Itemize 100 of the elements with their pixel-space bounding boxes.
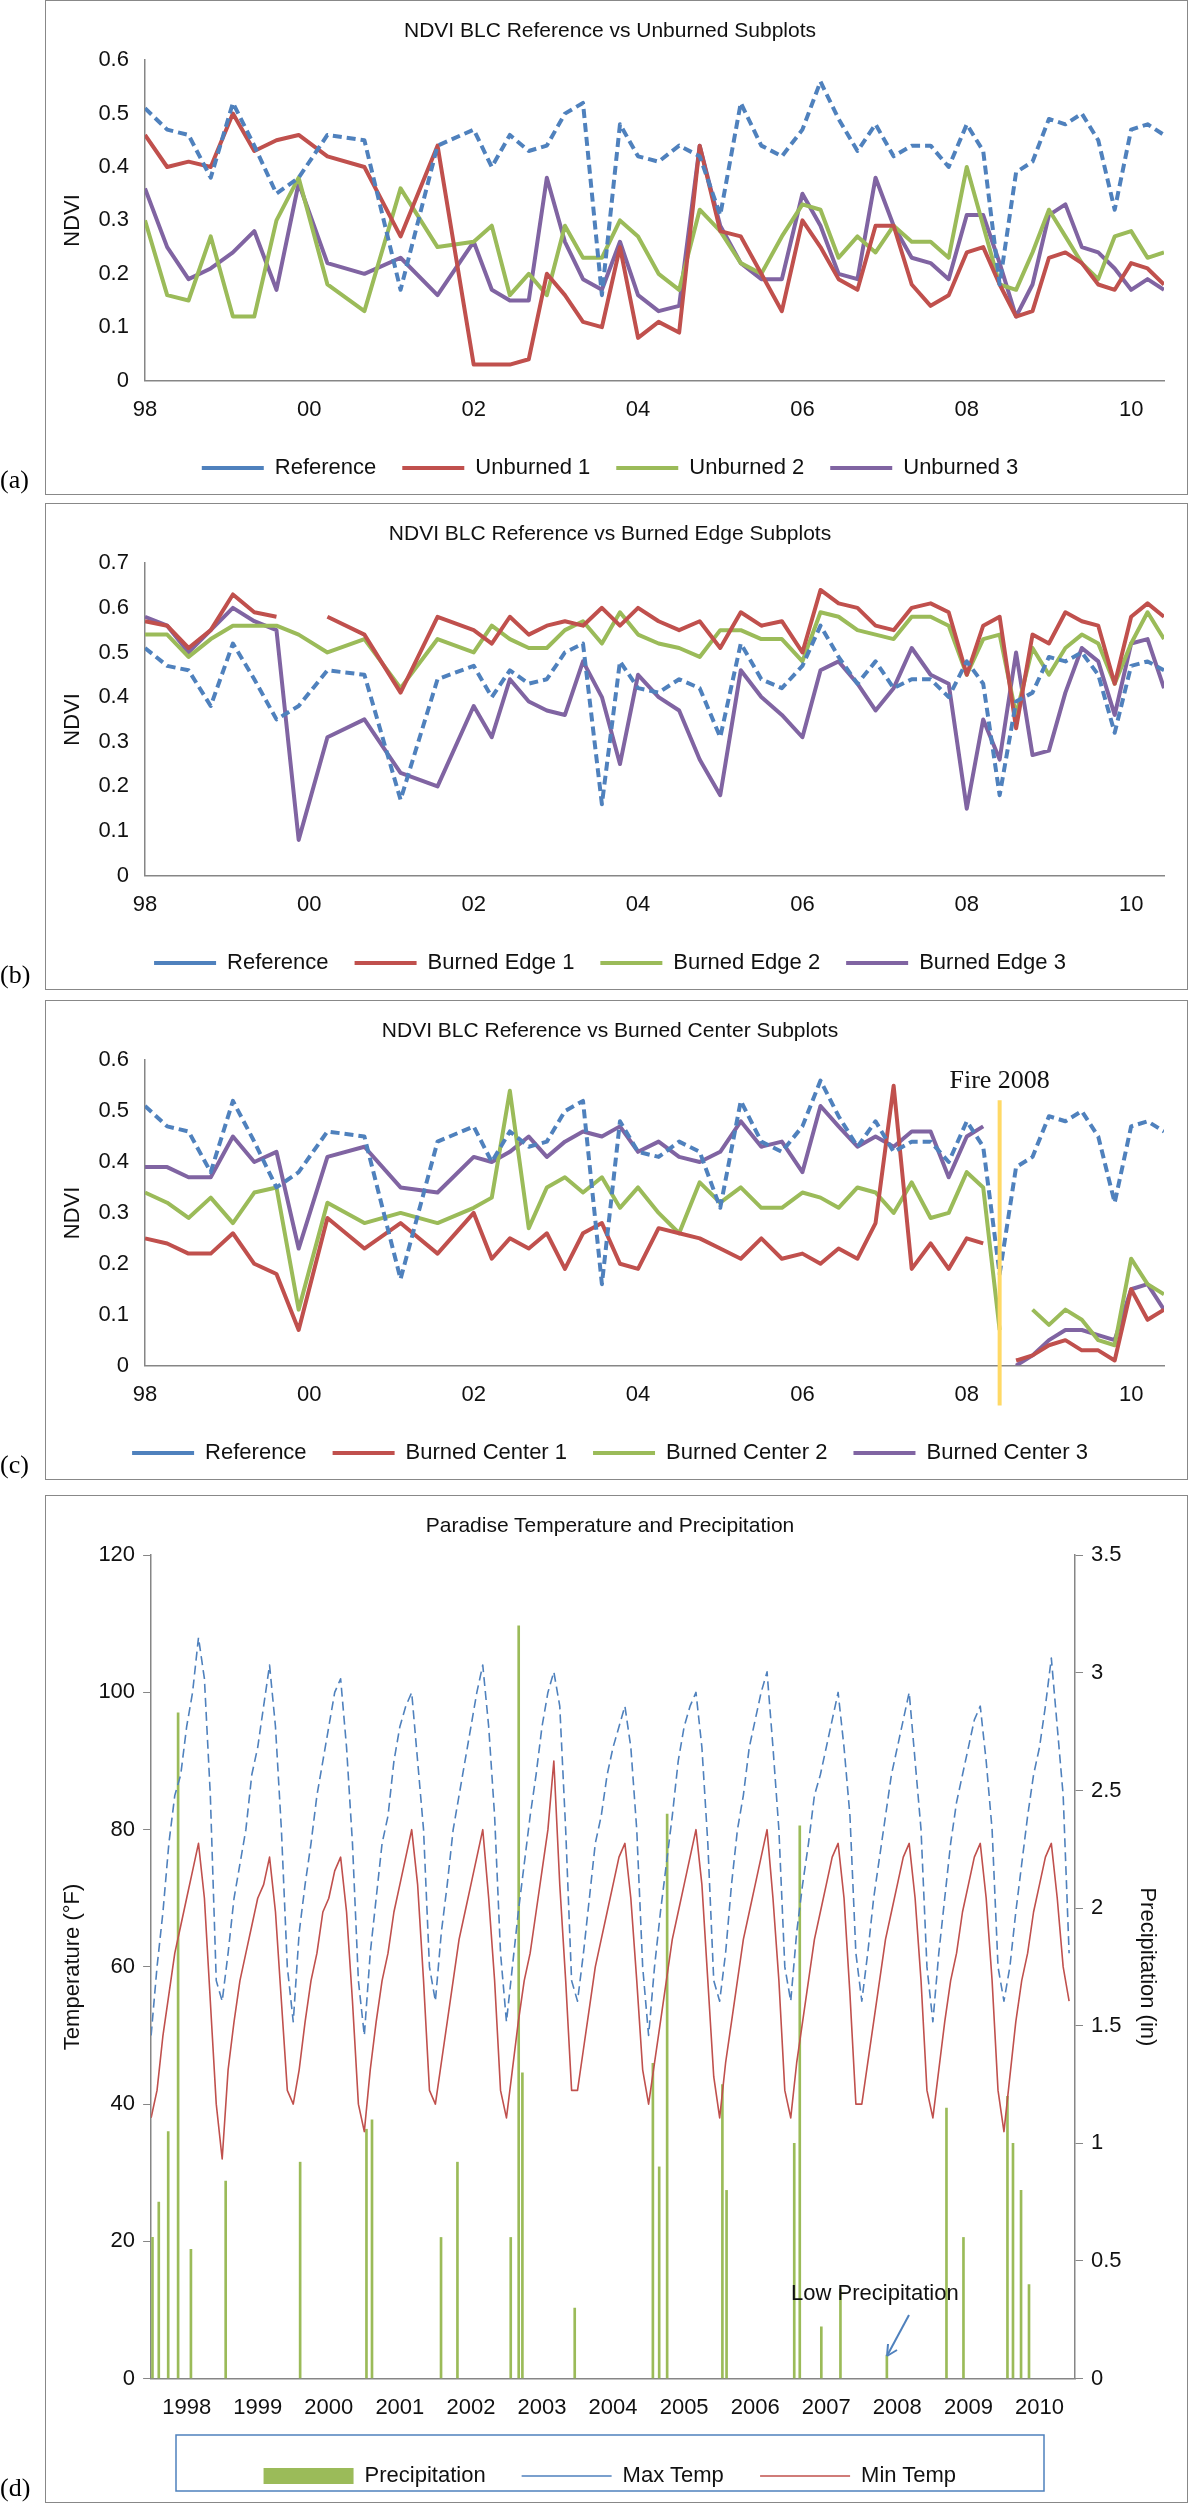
x-tick-label: 2006: [730, 2393, 780, 2419]
x-tick-label: 06: [790, 395, 815, 421]
legend-label: Max Temp: [622, 2462, 724, 2488]
line-series: [144, 79, 1164, 298]
y-tick-label: 0.2: [98, 772, 129, 798]
y2-tick-label: 0: [1091, 2364, 1104, 2390]
y-tick-label: 0: [116, 366, 129, 392]
ref-line-label: Fire 2008: [949, 1065, 1050, 1095]
y2-tick-label: 3.5: [1091, 1541, 1122, 1567]
bar: [573, 2307, 577, 2379]
x-tick-label: 08: [954, 890, 980, 916]
legend-label: Burned Center 2: [666, 1439, 828, 1465]
legend-label: Burned Center 1: [405, 1439, 568, 1465]
bar: [517, 1625, 521, 2379]
chart-title: Paradise Temperature and Precipitation: [425, 1513, 795, 1537]
y-axis-title: NDVI: [59, 1186, 85, 1240]
bar: [962, 2237, 965, 2379]
y-tick-label: 0.2: [98, 1249, 129, 1275]
bar: [166, 2131, 170, 2379]
y-tick-label: 0.2: [98, 259, 129, 285]
y-tick-label: 0.6: [98, 46, 129, 72]
y-tick-label: 0: [116, 861, 129, 887]
legend-label: Min Temp: [861, 2462, 957, 2488]
x-tick-label: 00: [297, 395, 322, 421]
y-tick-label: 20: [110, 2227, 136, 2253]
y2-tick-label: 2: [1091, 1894, 1104, 1920]
x-tick-label: 2009: [943, 2393, 993, 2419]
y-axis-title: NDVI: [59, 194, 85, 247]
x-tick-label: 10: [1118, 1380, 1144, 1406]
x-tick-label: 02: [461, 1380, 486, 1406]
y2-tick-label: 1: [1091, 2129, 1104, 2155]
bar: [657, 2166, 661, 2379]
y2-tick-label: 0.5: [1091, 2247, 1122, 2273]
x-tick-label: 2007: [801, 2393, 851, 2419]
bar: [456, 2161, 459, 2379]
x-tick-label: 1999: [233, 2393, 283, 2419]
legend-label: Burned Edge 2: [673, 949, 821, 975]
x-tick-label: 02: [461, 395, 486, 421]
y2-tick-label: 2.5: [1091, 1776, 1122, 1802]
x-tick-label: 2004: [588, 2393, 638, 2419]
x-tick-label: 08: [954, 395, 980, 421]
legend-label: Reference: [205, 1439, 307, 1465]
y2-tick-label: 3: [1091, 1658, 1104, 1684]
x-tick-label: 2000: [304, 2393, 354, 2419]
legend-label: Burned Edge 3: [919, 949, 1066, 975]
y-tick-label: 0: [116, 1351, 129, 1377]
bar: [365, 2128, 368, 2379]
bar: [721, 2084, 724, 2379]
y-axis-title: Temperature (°F): [59, 1883, 85, 2051]
x-tick-label: 10: [1118, 890, 1144, 916]
x-tick-label: 10: [1118, 395, 1144, 421]
legend-label: Reference: [227, 949, 329, 975]
bar: [819, 2326, 823, 2379]
y-tick-label: 40: [110, 2090, 136, 2116]
text: (c): [0, 1450, 29, 1480]
x-tick-label: 2008: [872, 2393, 922, 2419]
y-axis-title: NDVI: [59, 693, 85, 746]
chart-title: NDVI BLC Reference vs Unburned Subplots: [403, 18, 817, 42]
text: (b): [0, 960, 31, 990]
x-tick-label: 2003: [517, 2393, 567, 2419]
y-tick-label: 0.5: [98, 99, 129, 125]
x-tick-label: 02: [461, 890, 486, 916]
x-tick-label: 04: [625, 890, 651, 916]
bar: [509, 2237, 513, 2379]
x-tick-label: 98: [132, 1380, 158, 1406]
x-tick-label: 1998: [162, 2393, 212, 2419]
y-tick-label: 0.1: [98, 1300, 129, 1326]
x-tick-label: 00: [297, 890, 322, 916]
y2-tick-label: 1.5: [1091, 2011, 1122, 2037]
x-tick-label: 06: [790, 1380, 815, 1406]
x-tick-label: 06: [790, 890, 815, 916]
y-tick-label: 0.3: [98, 727, 129, 753]
y-tick-label: 0.7: [98, 549, 129, 575]
legend-label: Unburned 3: [903, 454, 1019, 480]
text: (a): [0, 465, 29, 495]
x-tick-label: 2010: [1015, 2393, 1064, 2419]
chart-title: NDVI BLC Reference vs Burned Edge Subplots: [388, 521, 832, 545]
y-tick-label: 0.3: [98, 1198, 129, 1224]
y-tick-label: 0.1: [98, 817, 129, 843]
x-tick-label: 98: [132, 890, 158, 916]
y-tick-label: 0: [122, 2364, 136, 2390]
line-series: [151, 1636, 1070, 2037]
x-tick-label: 00: [297, 1380, 322, 1406]
y-tick-label: 0.5: [98, 638, 129, 664]
legend-label: Unburned 2: [689, 454, 805, 480]
y-tick-label: 0.4: [98, 153, 129, 179]
legend-label: Burned Center 3: [926, 1439, 1088, 1465]
x-tick-label: 04: [625, 1380, 651, 1406]
x-tick-label: 98: [132, 395, 158, 421]
y2-axis-title: Precipitation (in): [1135, 1887, 1161, 2047]
bar: [224, 2180, 228, 2379]
x-tick-label: 2002: [446, 2393, 496, 2419]
x-tick-label: 08: [954, 1380, 980, 1406]
legend-label: Reference: [274, 454, 377, 480]
legend-label: Unburned 1: [475, 454, 591, 480]
y-tick-label: 0.4: [98, 683, 129, 709]
chart-title: NDVI BLC Reference vs Burned Center Subplots: [381, 1018, 839, 1042]
legend-label: Precipitation: [364, 2462, 486, 2488]
y-tick-label: 100: [98, 1678, 136, 1704]
text: (d): [0, 2473, 31, 2503]
